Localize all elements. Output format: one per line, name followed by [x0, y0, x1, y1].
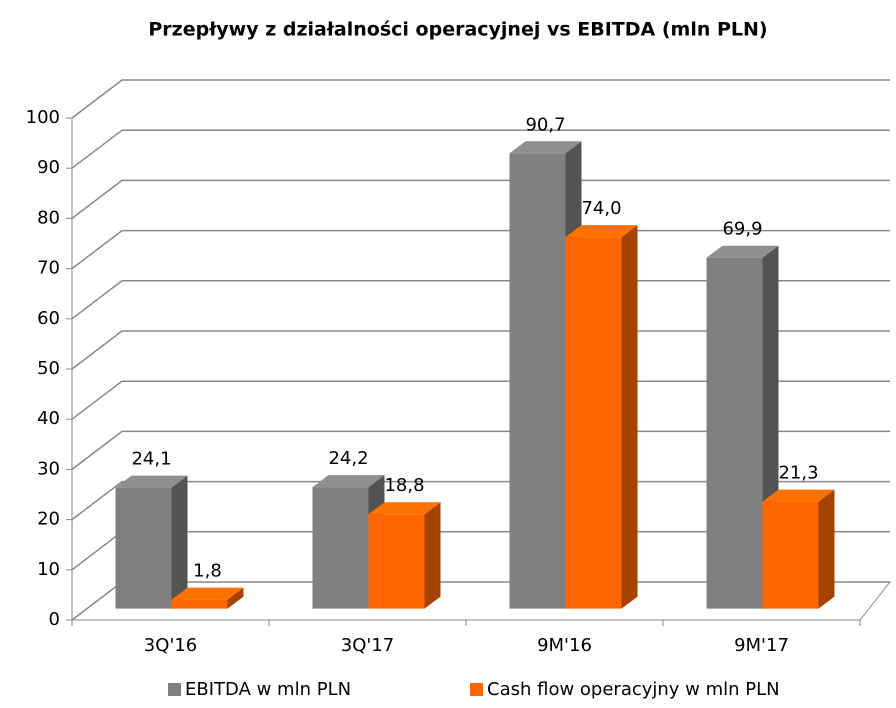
bar-face — [509, 153, 566, 609]
bar — [115, 475, 188, 609]
bar-face — [762, 489, 835, 502]
y-tick-label: 70 — [37, 258, 60, 279]
y-tick-label: 40 — [37, 408, 60, 429]
value-label: 24,2 — [328, 448, 368, 469]
bar-face — [621, 225, 638, 609]
x-tick-label: 3Q'17 — [341, 635, 394, 656]
legend-swatch — [168, 683, 181, 696]
bar — [368, 502, 441, 609]
x-tick-label: 3Q'16 — [144, 635, 197, 656]
bar-face — [115, 475, 188, 488]
bar-face — [171, 599, 228, 609]
y-tick-label: 100 — [26, 107, 60, 128]
bar-face — [706, 245, 779, 258]
bar-face — [368, 502, 441, 515]
x-tick-label: 9M'17 — [734, 635, 789, 656]
bar-face — [565, 225, 638, 238]
value-label: 1,8 — [193, 561, 222, 582]
y-tick-label: 0 — [49, 609, 60, 630]
y-tick-label: 60 — [37, 308, 60, 329]
legend-label: Cash flow operacyjny w mln PLN — [487, 679, 780, 700]
x-tick-label: 9M'16 — [537, 635, 592, 656]
bar-face — [368, 514, 425, 609]
y-tick-label: 20 — [37, 509, 60, 530]
y-tick-label: 90 — [37, 157, 60, 178]
chart-title: Przepływy z działalności operacyjnej vs … — [148, 19, 767, 41]
value-label: 90,7 — [525, 114, 565, 135]
bar-face — [171, 587, 244, 600]
bar-face — [227, 587, 244, 609]
y-tick-label: 80 — [37, 207, 60, 228]
bar — [565, 225, 638, 609]
bar-face — [115, 487, 172, 609]
bar-face — [312, 487, 369, 609]
grid-line — [71, 179, 890, 219]
value-label: 24,1 — [131, 449, 171, 470]
bar-face — [509, 141, 582, 154]
legend-label: EBITDA w mln PLN — [185, 679, 351, 700]
bar-face — [818, 489, 835, 609]
grid-line — [71, 79, 890, 119]
y-tick-label: 10 — [37, 559, 60, 580]
y-tick-label: 50 — [37, 358, 60, 379]
bar — [762, 489, 835, 609]
value-label: 21,3 — [778, 463, 818, 484]
bar-face — [312, 475, 385, 488]
bar-face — [424, 502, 441, 609]
bar-face — [762, 501, 819, 609]
legend-swatch — [470, 683, 483, 696]
grid-line — [71, 129, 890, 169]
bar-face — [706, 257, 763, 609]
value-label: 69,9 — [722, 219, 762, 240]
bar — [171, 587, 244, 609]
bar-face — [171, 475, 188, 609]
value-label: 74,0 — [581, 198, 621, 219]
value-label: 18,8 — [384, 475, 424, 496]
y-tick-label: 30 — [37, 458, 60, 479]
bar-face — [565, 237, 622, 609]
